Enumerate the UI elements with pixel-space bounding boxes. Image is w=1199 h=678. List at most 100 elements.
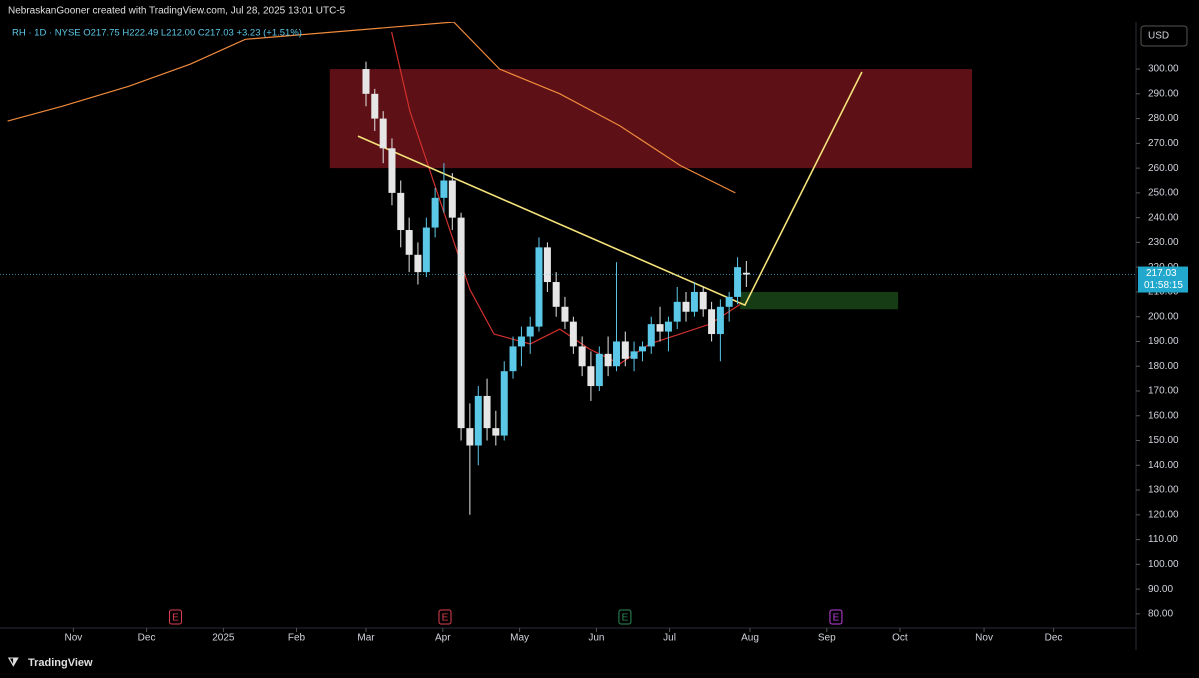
candle-body — [613, 341, 621, 367]
candle-body — [517, 336, 525, 347]
candle-body — [483, 395, 491, 429]
y-tick-label: 80.00 — [1148, 609, 1173, 620]
y-tick-label: 270.00 — [1148, 138, 1179, 149]
line-series — [391, 31, 741, 365]
candle-body — [664, 321, 672, 332]
candle-body — [379, 118, 387, 149]
x-tick-label: Jul — [663, 633, 676, 644]
y-tick-label: 100.00 — [1148, 559, 1179, 570]
candle-body — [526, 326, 534, 337]
y-tick-label: 170.00 — [1148, 386, 1179, 397]
candle-body — [561, 306, 569, 322]
candle-body — [682, 301, 690, 312]
y-tick-label: 180.00 — [1148, 361, 1179, 372]
candle-body — [543, 247, 551, 283]
candle-body — [371, 93, 379, 119]
header: NebraskanGooner created with TradingView… — [8, 6, 346, 17]
line-series — [357, 71, 863, 307]
candle-body — [742, 272, 750, 275]
x-tick-label: May — [510, 633, 529, 644]
x-tick-label: Oct — [892, 633, 908, 644]
y-tick-label: 250.00 — [1148, 188, 1179, 199]
y-tick-label: 200.00 — [1148, 311, 1179, 322]
zone — [329, 69, 972, 169]
logo: ⧩ — [7, 655, 19, 669]
candle-body — [492, 428, 500, 436]
candle-body — [500, 371, 508, 436]
x-tick-label: Sep — [818, 633, 836, 644]
candle-body — [509, 346, 517, 372]
y-tick-label: 110.00 — [1148, 534, 1178, 545]
x-tick-label: Jun — [588, 633, 604, 644]
candle-body — [397, 192, 405, 231]
y-tick-label: 120.00 — [1148, 509, 1179, 520]
candle-body — [422, 227, 430, 273]
y-tick-label: 140.00 — [1148, 460, 1179, 471]
last-price: 217.03 — [1146, 268, 1177, 279]
y-tick-label: 300.00 — [1148, 64, 1179, 75]
countdown: 01:58:15 — [1144, 280, 1183, 291]
candle-body — [466, 428, 474, 446]
x-tick-label: Apr — [435, 633, 451, 644]
candle-body — [673, 301, 681, 322]
y-tick-label: 230.00 — [1148, 237, 1179, 248]
candle-body — [552, 282, 560, 307]
candle-body — [595, 353, 603, 387]
legend: RH · 1D · NYSE O217.75 H222.49 L212.00 C… — [12, 28, 302, 39]
x-tick-label: Mar — [357, 633, 375, 644]
line-series — [7, 22, 736, 194]
candle-body — [362, 69, 370, 94]
event-label: E — [172, 613, 179, 624]
event-marker — [829, 609, 843, 625]
x-tick-label: Nov — [65, 633, 83, 644]
event-label: E — [442, 613, 449, 624]
candle-body — [587, 366, 595, 387]
candle-body — [604, 353, 612, 367]
y-tick-label: 290.00 — [1148, 88, 1179, 99]
x-tick-label: Dec — [138, 633, 156, 644]
candle-body — [647, 324, 655, 347]
event-marker — [618, 609, 632, 625]
currency: USD — [1148, 31, 1169, 42]
candle-body — [716, 306, 724, 335]
candle-body — [690, 291, 698, 312]
candle-body — [535, 247, 543, 327]
candle-body — [405, 230, 413, 255]
event-label: E — [622, 613, 629, 624]
y-tick-label: 160.00 — [1148, 410, 1179, 421]
y-tick-label: 130.00 — [1148, 485, 1179, 496]
last-price-box — [1138, 266, 1188, 293]
y-tick-label: 90.00 — [1148, 584, 1173, 595]
candle-body — [630, 351, 638, 359]
x-tick-label: Nov — [975, 633, 993, 644]
candle-body — [448, 180, 456, 218]
event-marker — [438, 609, 452, 625]
x-tick-label: Feb — [288, 633, 306, 644]
event-label: E — [833, 613, 840, 624]
currency-box[interactable] — [1140, 25, 1188, 47]
x-tick-label: Dec — [1045, 633, 1063, 644]
y-tick-label: 240.00 — [1148, 212, 1179, 223]
x-tick-label: Aug — [741, 633, 759, 644]
candle-body — [621, 341, 629, 359]
y-tick-label: 260.00 — [1148, 163, 1179, 174]
watermark: TradingView — [28, 657, 93, 669]
candle-body — [474, 395, 482, 446]
event-marker — [168, 609, 182, 625]
candle-body — [457, 217, 465, 429]
candle-body — [725, 296, 733, 307]
candle-body — [638, 346, 646, 352]
candle-body — [431, 197, 439, 228]
y-tick-label: 280.00 — [1148, 113, 1179, 124]
zone — [740, 291, 899, 310]
candle-body — [388, 148, 396, 193]
candle-body — [656, 324, 664, 332]
candle-body — [699, 291, 707, 310]
candle-body — [578, 346, 586, 367]
y-tick-label: 190.00 — [1148, 336, 1179, 347]
y-tick-label: 150.00 — [1148, 435, 1179, 446]
candle-body — [734, 267, 742, 297]
candle-body — [569, 321, 577, 347]
candle-body — [440, 180, 448, 198]
